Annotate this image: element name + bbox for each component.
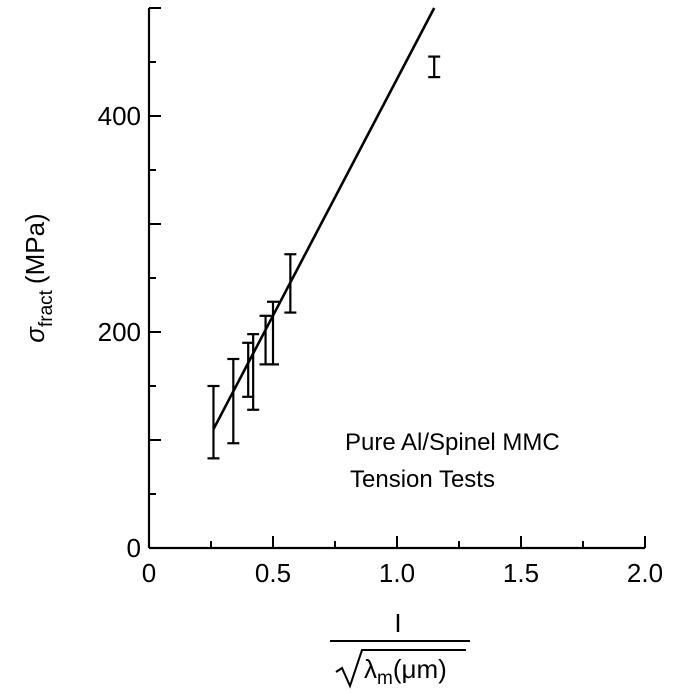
y-label-symbol: σ xyxy=(20,326,50,343)
y-axis-label: σfract (MPa) xyxy=(20,213,57,342)
annotation-line-2: Tension Tests xyxy=(350,466,495,493)
error-bar xyxy=(227,357,240,445)
x-ticks: 0 0.5 1.0 1.5 2.0 xyxy=(142,536,663,588)
x-label-sqrt-sign xyxy=(335,649,466,689)
x-tick-label: 1.5 xyxy=(503,558,539,588)
x-label-lambda: λ xyxy=(364,654,377,684)
error-bar xyxy=(267,300,279,366)
y-label-unit: (MPa) xyxy=(20,213,50,284)
x-tick-label: 0 xyxy=(142,558,156,588)
fit-line xyxy=(212,7,436,430)
error-bar xyxy=(428,55,441,79)
x-label-lambda-sub: m xyxy=(377,668,393,689)
y-tick-label: 200 xyxy=(98,317,141,347)
error-bar xyxy=(207,384,220,460)
y-ticks: 0 200 400 xyxy=(98,7,161,563)
y-tick-label: 400 xyxy=(98,101,141,131)
fit-line-group xyxy=(212,7,436,430)
error-bar xyxy=(284,253,297,314)
y-label-subscript: fract xyxy=(36,289,57,327)
x-tick-label: 1.0 xyxy=(379,558,415,588)
svg-text:σfract(MPa): σfract (MPa) xyxy=(20,213,57,342)
svg-text:λm(μm): λm(μm) xyxy=(364,654,447,689)
error-bars xyxy=(207,55,441,460)
x-tick-label: 0.5 xyxy=(255,558,291,588)
x-axis-label: I λm(μm) xyxy=(330,608,470,689)
x-label-numerator: I xyxy=(394,608,401,638)
x-label-unit: (μm) xyxy=(393,654,447,684)
y-tick-label: 0 xyxy=(127,533,141,563)
annotation-line-1: Pure Al/Spinel MMC xyxy=(345,429,560,456)
x-tick-label: 2.0 xyxy=(627,558,663,588)
error-bar xyxy=(247,333,260,411)
